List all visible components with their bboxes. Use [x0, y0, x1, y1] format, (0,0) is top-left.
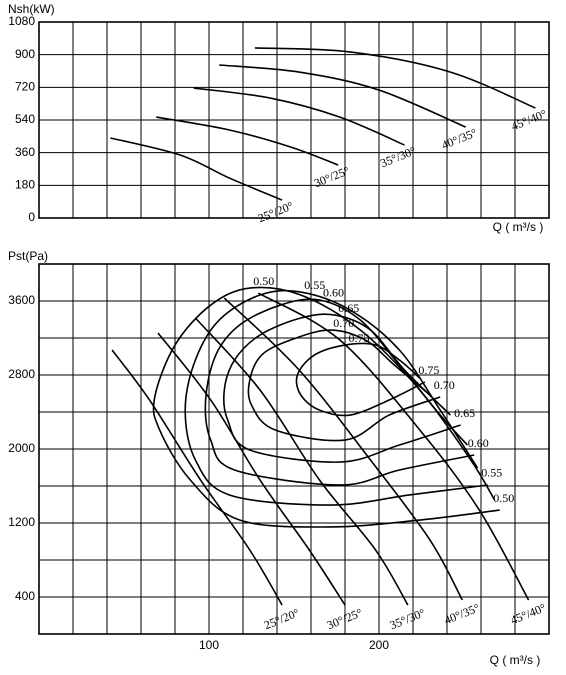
- series-line: [110, 137, 283, 201]
- y-tick-label: 900: [15, 47, 35, 61]
- series-label: 25°/20°: [256, 198, 296, 225]
- series-line: [111, 349, 283, 606]
- efficiency-contour: [247, 329, 441, 442]
- y-tick-label: 3600: [8, 293, 35, 307]
- series-label: 35°/30°: [378, 143, 418, 170]
- contour-label: 0.65: [338, 301, 359, 315]
- series-line: [223, 297, 464, 601]
- plot-frame: [38, 263, 550, 635]
- series-line: [157, 332, 346, 606]
- x-tick-label: 100: [199, 638, 219, 652]
- plot-frame: [38, 21, 550, 219]
- series-line: [257, 292, 530, 601]
- y-tick-label: 0: [28, 210, 35, 224]
- contour-label: 0.55: [304, 278, 325, 292]
- y-tick-label: 400: [15, 589, 35, 603]
- y-tick-label: 720: [15, 80, 35, 94]
- x-axis-title: Q ( m³/s ): [490, 653, 541, 667]
- series-line: [254, 47, 536, 109]
- series-line: [219, 64, 467, 128]
- y-tick-label: 2000: [8, 441, 35, 455]
- contour-label: 0.60: [468, 436, 489, 450]
- y-tick-label: 1200: [8, 515, 35, 529]
- y-axis-title: Nsh(kW): [8, 2, 55, 16]
- contour-label: 0.65: [454, 406, 475, 420]
- contour-label: 0.75: [349, 331, 370, 345]
- y-tick-label: 180: [15, 178, 35, 192]
- efficiency-contour: [222, 313, 461, 463]
- series-line: [194, 317, 409, 606]
- series-label: 30°/25°: [312, 163, 352, 190]
- contour-label: 0.75: [418, 363, 439, 377]
- x-axis-title: Q ( m³/s ): [493, 220, 544, 234]
- series-line: [193, 87, 405, 146]
- y-axis-title: Pst(Pa): [8, 249, 48, 263]
- y-tick-label: 2800: [8, 367, 35, 381]
- series-label: 45°/40°: [508, 600, 548, 627]
- contour-label: 0.50: [493, 491, 514, 505]
- contour-label: 0.50: [253, 274, 274, 288]
- y-tick-label: 540: [15, 112, 35, 126]
- contour-label: 0.55: [481, 466, 502, 480]
- y-tick-label: 360: [15, 145, 35, 159]
- efficiency-contour: [184, 289, 488, 506]
- contour-label: 0.70: [434, 378, 455, 392]
- series-line: [156, 116, 339, 166]
- contour-label: 0.60: [323, 286, 344, 300]
- series-label: 40°/35°: [439, 125, 479, 152]
- series-label: 40°/35°: [442, 600, 482, 627]
- efficiency-contour: [295, 342, 426, 417]
- series-label: 35°/30°: [388, 605, 428, 632]
- contour-label: 0.70: [333, 316, 354, 330]
- x-tick-label: 200: [369, 638, 389, 652]
- series-label: 25°/20°: [262, 605, 302, 632]
- y-tick-label: 1080: [8, 14, 35, 28]
